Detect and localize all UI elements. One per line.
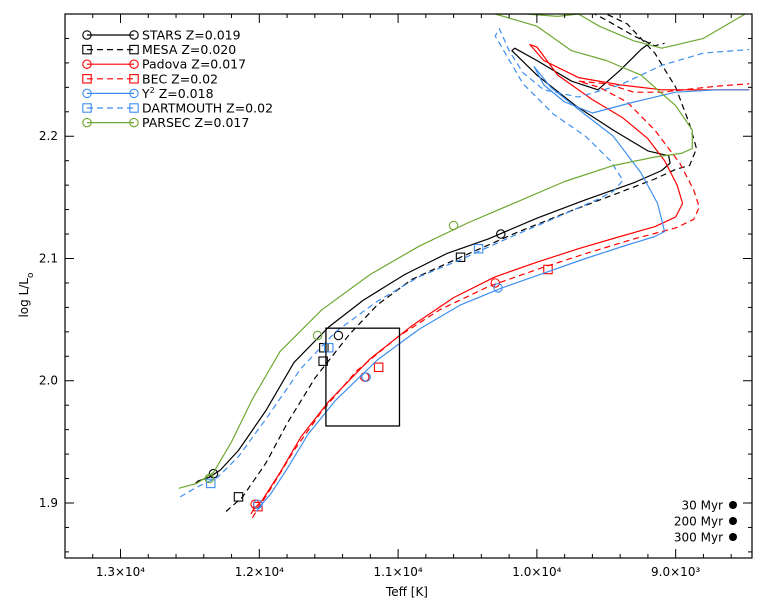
- age-marker-3: [493, 283, 503, 293]
- age-marker-2: [373, 362, 384, 373]
- series-line: [195, 41, 671, 484]
- age-marker-4: [455, 252, 466, 263]
- legend-swatch-marker-left: [82, 117, 92, 128]
- series-7: [178, 14, 747, 489]
- series-layer: [178, 14, 750, 519]
- y-axis-title-subscript: o: [26, 272, 36, 278]
- age-legend: 30 Myr 200 Myr 300 Myr: [674, 499, 737, 545]
- zoom-box: [325, 327, 401, 427]
- age-marker-1: [253, 501, 263, 512]
- series-6: [179, 28, 750, 498]
- series-line: [251, 80, 750, 519]
- age-marker-1: [204, 473, 215, 484]
- series-3: [250, 44, 750, 515]
- legend-item-5: Y2 Z=0.018: [82, 86, 214, 101]
- series-2: [225, 14, 698, 512]
- legend-label: BEC Z=0.02: [142, 71, 218, 86]
- plot-frame: [64, 13, 753, 559]
- y-tick-label: 2.2: [39, 129, 58, 143]
- legend-label: DARTMOUTH Z=0.02: [142, 101, 273, 116]
- age-marker-2: [318, 356, 328, 366]
- series-line: [256, 66, 750, 512]
- series-4: [251, 80, 750, 519]
- age-dot: [729, 533, 737, 541]
- legend-swatch-marker-right: [129, 30, 139, 40]
- age-marker-3: [473, 243, 484, 254]
- legend-label: MESA Z=0.020: [142, 42, 236, 57]
- legend-item-7: PARSEC Z=0.017: [82, 115, 249, 130]
- legend-item-3: Padova Z=0.017: [82, 57, 246, 72]
- legend-swatch-marker-right: [129, 74, 139, 84]
- age-marker-1: [233, 492, 244, 502]
- y-tick-label: 1.9: [39, 496, 58, 510]
- series-line: [178, 14, 747, 489]
- age-marker-2: [361, 372, 371, 382]
- series-line: [225, 14, 698, 512]
- x-tick-label: 1.3×10⁴: [96, 565, 145, 579]
- age-marker-1: [205, 478, 216, 489]
- legend-swatch-marker-left: [82, 30, 92, 40]
- legend-swatch-marker-left: [82, 74, 92, 84]
- legend-swatch-marker-left: [82, 88, 92, 99]
- age-marker-3: [448, 220, 459, 231]
- age-marker-2: [323, 342, 334, 353]
- series-line: [250, 44, 750, 515]
- age-label: 200 Myr: [674, 515, 723, 529]
- y-axis-title-main: log L/L: [17, 278, 31, 318]
- series-5: [253, 66, 750, 512]
- legend-label: Padova Z=0.017: [142, 57, 246, 72]
- plot-border: [64, 13, 753, 559]
- y-tick-label: 2.0: [39, 374, 58, 388]
- x-tick-label: 1.1×10⁴: [373, 565, 422, 579]
- legend-swatch-marker-right: [129, 117, 139, 128]
- y-tick-label: 2.1: [39, 251, 58, 265]
- legend-item-6: DARTMOUTH Z=0.02: [82, 101, 273, 116]
- y-axis-title: log L/Lo: [17, 272, 36, 318]
- legend-label: Y2 Z=0.018: [141, 86, 214, 101]
- legend-swatch-marker-right: [129, 103, 139, 113]
- legend-swatch-marker-right: [129, 44, 139, 55]
- age-dot: [729, 517, 737, 525]
- age-marker-3: [490, 278, 500, 288]
- legend-swatch-marker-left: [82, 103, 92, 113]
- x-axis-title: Teff [K]: [385, 585, 428, 599]
- age-marker-2: [333, 330, 344, 341]
- x-tick-label: 9.0×10³: [651, 565, 700, 579]
- series-line: [179, 28, 750, 498]
- x-tick-label: 1.2×10⁴: [235, 565, 284, 579]
- legend-item-2: MESA Z=0.020: [82, 42, 236, 57]
- age-marker-3: [543, 264, 553, 275]
- legend-item-4: BEC Z=0.02: [82, 71, 218, 86]
- legend-label-part: Z=0.018: [155, 86, 214, 101]
- axis-ticks: 1.3×10⁴ 1.2×10⁴ 1.1×10⁴ 1.0×10⁴ 9.0×10³ 1.9 2.…: [39, 14, 752, 579]
- age-dot: [729, 501, 737, 509]
- age-marker-1: [250, 499, 260, 509]
- legend-label: PARSEC Z=0.017: [142, 115, 249, 130]
- legend-item-1: STARS Z=0.019: [82, 28, 241, 43]
- legend-swatch-marker-left: [82, 59, 92, 69]
- age-marker-2: [312, 330, 323, 341]
- age-label: 300 Myr: [674, 531, 723, 545]
- legend-label-superscript: 2: [150, 86, 155, 95]
- age-label: 30 Myr: [682, 499, 724, 513]
- legend-label-part: Y: [141, 86, 150, 101]
- legend-label: STARS Z=0.019: [142, 28, 241, 43]
- age-marker-1: [253, 499, 263, 509]
- x-tick-label: 1.0×10⁴: [512, 565, 561, 579]
- legend-swatch-marker-right: [129, 88, 139, 99]
- age-marker-3: [496, 229, 506, 239]
- legend-swatch-marker-right: [129, 59, 139, 69]
- legend-swatch-marker-left: [82, 44, 92, 55]
